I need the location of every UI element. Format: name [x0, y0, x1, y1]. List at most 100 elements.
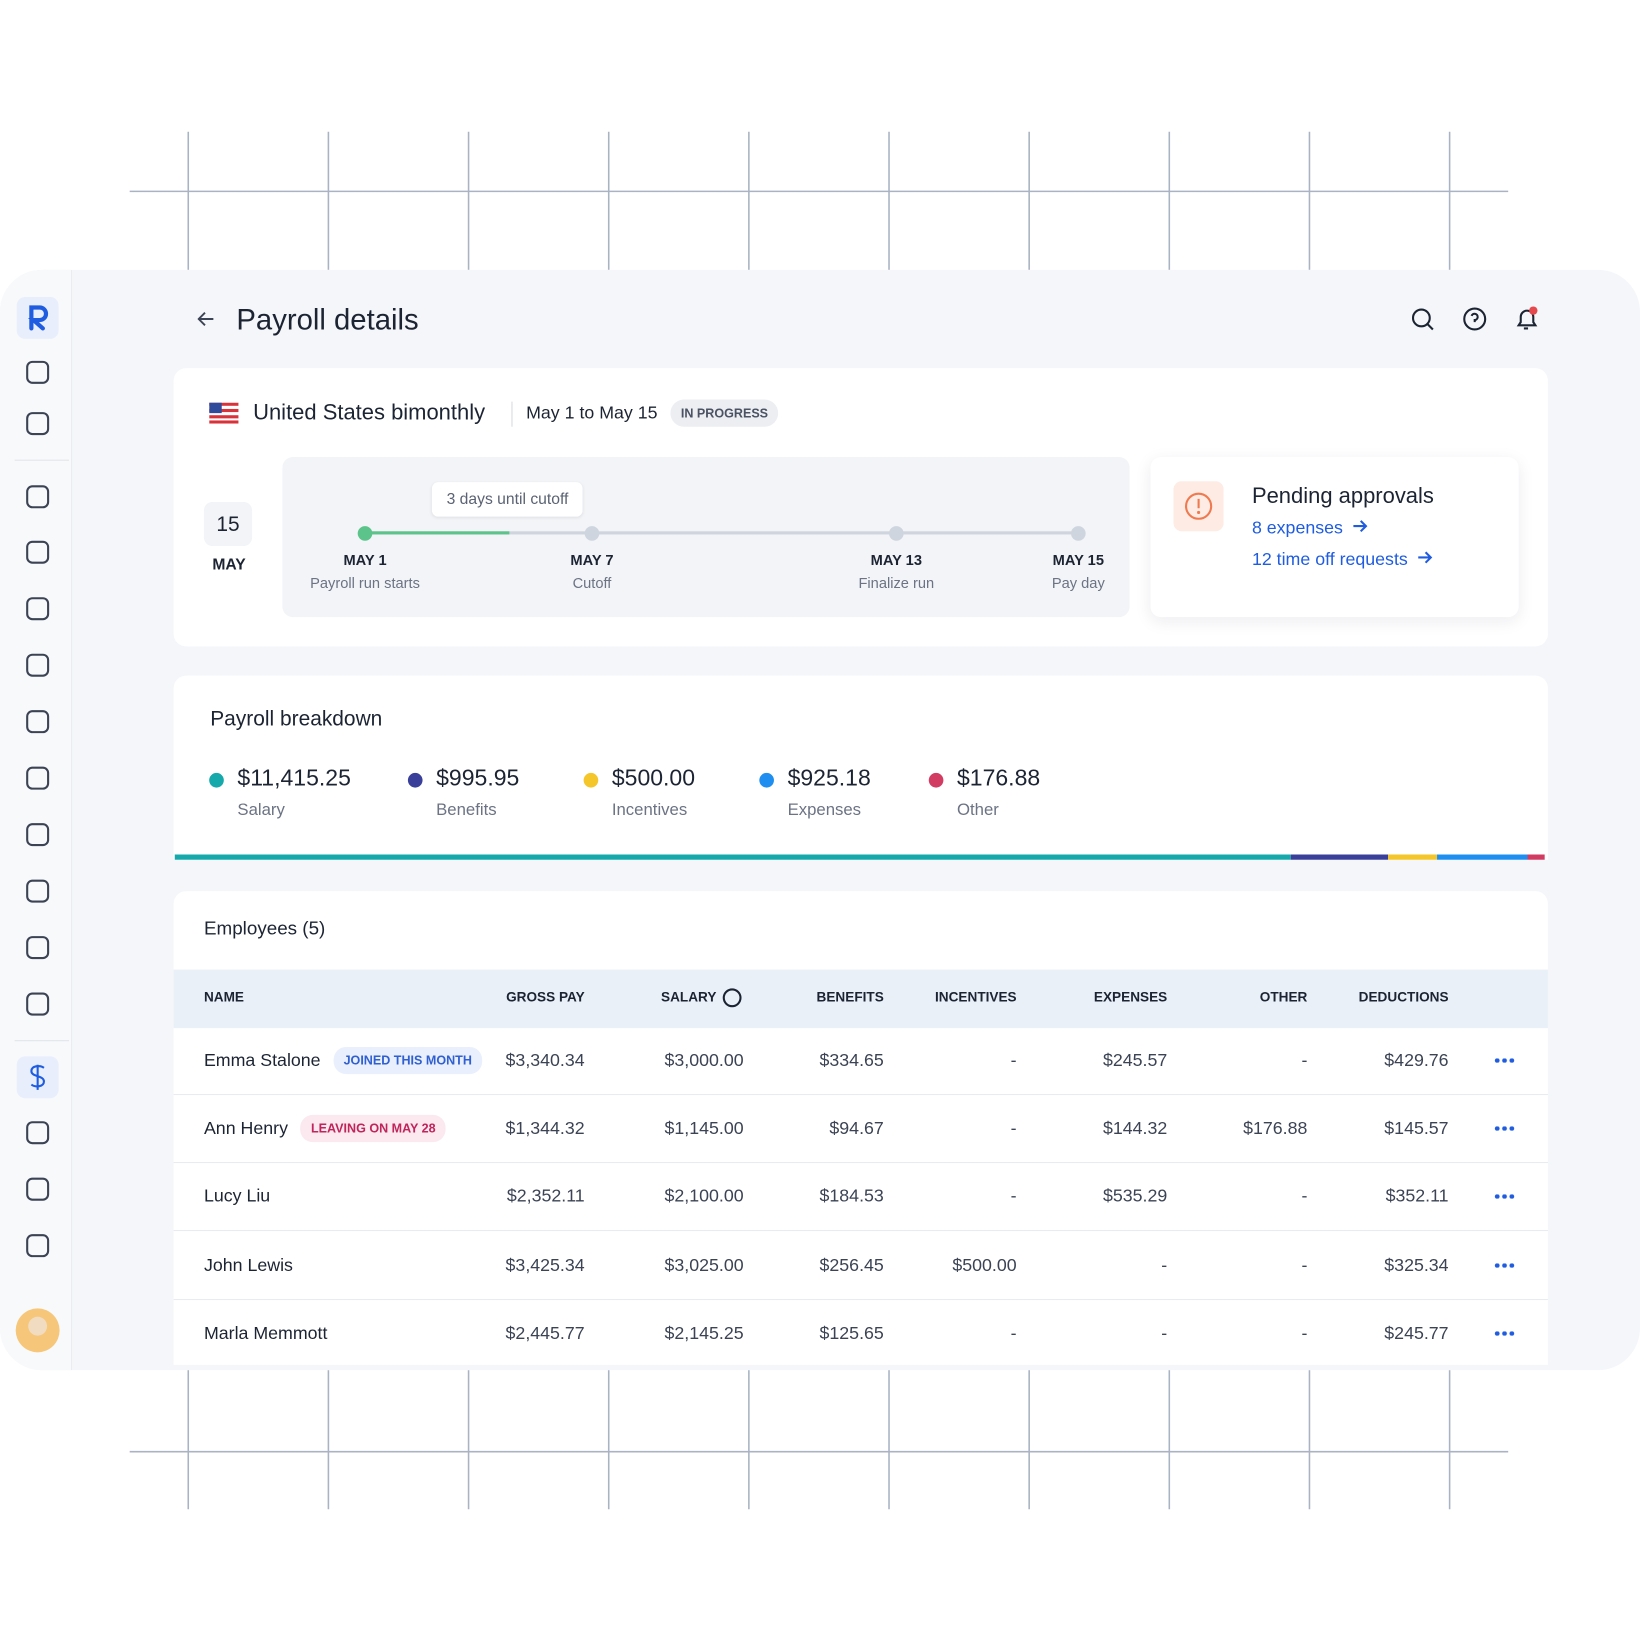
arrow	[1353, 520, 1368, 533]
flag-us	[209, 402, 239, 424]
employee-badge: LEAVING ON MAY 28	[300, 1115, 447, 1143]
name-cell: Ann Henry LEAVING ON MAY 28	[204, 1115, 447, 1143]
bar-segment	[1290, 854, 1389, 860]
step-label: Pay day	[1051, 574, 1105, 591]
back-button[interactable]	[195, 307, 218, 330]
nav-icon	[26, 412, 50, 436]
cell: $429.76	[1384, 1050, 1449, 1070]
column-header: INCENTIVES	[935, 988, 1017, 1005]
breakdown-label: Expenses	[787, 801, 862, 819]
nav-icon	[26, 766, 50, 790]
breakdown-label: Benefits	[436, 801, 497, 819]
cell: $3,000.00	[664, 1050, 744, 1070]
row-menu[interactable]	[1493, 1194, 1515, 1200]
employee-badge: JOINED THIS MONTH	[333, 1046, 483, 1075]
step-label: Payroll run starts	[310, 574, 420, 591]
cell: -	[1010, 1322, 1017, 1343]
nav-icon	[26, 879, 50, 903]
column-header: SALARY	[661, 988, 717, 1005]
nav-icon	[26, 360, 50, 384]
cell: $2,100.00	[664, 1186, 744, 1207]
cell: $1,344.32	[505, 1118, 585, 1139]
arrow	[1418, 551, 1433, 564]
cell: -	[1161, 1322, 1168, 1343]
breakdown-amount: $11,415.25	[237, 764, 351, 791]
employee-name: Emma Stalone	[203, 1050, 321, 1070]
row-menu[interactable]	[1493, 1126, 1515, 1131]
nav-icon	[26, 992, 50, 1016]
sidebar-icons	[14, 297, 70, 1353]
breakdown-amount: $925.18	[787, 764, 871, 791]
row-divider	[173, 1162, 1548, 1164]
row-divider	[173, 1230, 1548, 1232]
name-cell: Marla Memmott	[204, 1323, 327, 1344]
timeline-dot	[1071, 526, 1086, 541]
breakdown-label: Salary	[237, 801, 285, 819]
nav-icon	[26, 597, 50, 621]
breakdown-amount: $500.00	[611, 764, 696, 791]
row-menu[interactable]	[1493, 1058, 1515, 1063]
status-badge: IN PROGRESS	[670, 399, 779, 427]
cell: -	[1010, 1050, 1017, 1070]
nav-icon	[26, 1177, 50, 1201]
page-title: Payroll details	[236, 303, 419, 336]
arrow-icon	[1418, 551, 1433, 564]
calendar	[203, 502, 253, 546]
step-date: MAY 7	[570, 551, 614, 568]
row-menu[interactable]	[1493, 1263, 1515, 1268]
column-header: BENEFITS	[816, 988, 884, 1005]
cell: $3,425.34	[505, 1254, 585, 1275]
step-date: MAY 1	[343, 551, 387, 568]
nav-icon	[26, 710, 50, 734]
alert-icon	[1173, 481, 1224, 532]
nav-icon	[26, 823, 50, 847]
cell: $184.53	[819, 1186, 884, 1207]
breakdown-label: Incentives	[611, 801, 688, 819]
row-menu[interactable]	[1493, 1331, 1515, 1336]
breakdown-amount: $995.95	[436, 764, 520, 791]
cell: $1,145.00	[664, 1118, 744, 1139]
link-text[interactable]: 12 time off requests	[1251, 549, 1408, 569]
timeline	[282, 457, 1130, 618]
cell: $245.57	[1102, 1050, 1168, 1070]
name-cell: Emma Stalone JOINED THIS MONTH	[203, 1046, 483, 1075]
nav-icon	[26, 936, 50, 960]
header-actions[interactable]	[1408, 304, 1544, 333]
breakdown-bar	[174, 854, 1545, 860]
divider	[511, 401, 513, 427]
help-icon[interactable]	[722, 988, 742, 1008]
link-text[interactable]: 8 expenses	[1251, 517, 1343, 538]
cell: $325.34	[1384, 1254, 1449, 1275]
pending-link[interactable]: 12 time off requests	[1252, 549, 1435, 570]
legend-dot	[583, 772, 599, 788]
breakdown-amount: $176.88	[956, 764, 1041, 791]
cell: $2,145.25	[664, 1322, 744, 1343]
breakdown-label: Other	[956, 801, 999, 819]
bar-segment	[174, 854, 1291, 860]
cell: $125.65	[819, 1322, 884, 1343]
legend-dot	[209, 772, 224, 788]
nav-icon	[26, 540, 50, 564]
cell: $145.57	[1384, 1118, 1449, 1139]
cell: $2,352.11	[506, 1186, 585, 1207]
cell: -	[1161, 1254, 1168, 1275]
cell: -	[1301, 1322, 1308, 1343]
step-date: MAY 13	[870, 551, 922, 568]
cutoff-tooltip: 3 days until cutoff	[431, 482, 584, 517]
name-cell: Lucy Liu	[204, 1186, 270, 1207]
cell: -	[1010, 1186, 1017, 1207]
pending-link[interactable]: 8 expenses	[1252, 518, 1370, 539]
row-divider	[173, 1298, 1548, 1300]
cell: $256.45	[819, 1254, 884, 1275]
cell: -	[1010, 1118, 1017, 1139]
row-divider	[173, 1094, 1548, 1096]
timeline-dot	[889, 526, 904, 541]
cell: $334.65	[819, 1050, 884, 1070]
sidebar	[0, 269, 73, 1371]
nav-icon	[26, 485, 50, 509]
arrow-icon	[1353, 520, 1368, 533]
cell: -	[1301, 1050, 1308, 1070]
step-label: Cutoff	[572, 574, 612, 591]
cell: $2,445.77	[505, 1322, 585, 1343]
